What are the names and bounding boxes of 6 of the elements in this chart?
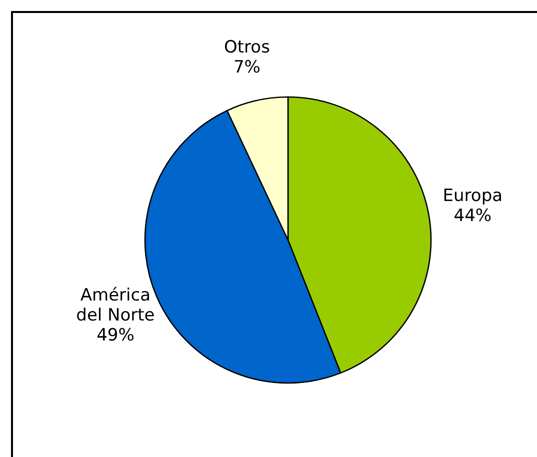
slice-label: Europa [442, 186, 503, 206]
data-label: 49% [96, 326, 134, 346]
slice-label: Otros [224, 38, 270, 58]
slice-label: América del Norte [76, 286, 155, 326]
data-label: 7% [233, 58, 260, 78]
data-label: 44% [454, 206, 492, 226]
